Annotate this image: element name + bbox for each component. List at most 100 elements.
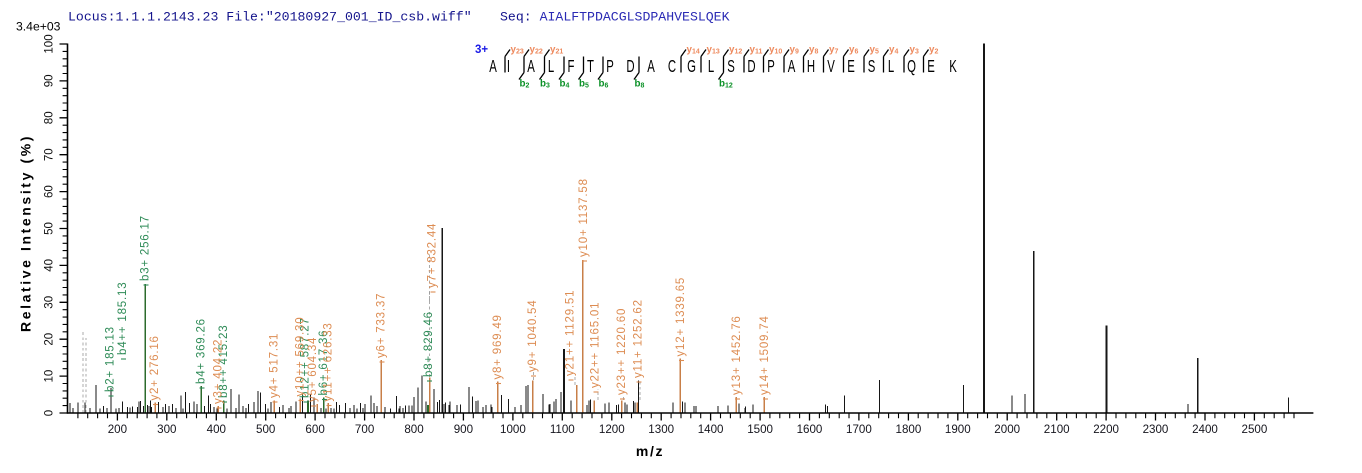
- svg-text:300: 300: [157, 423, 176, 436]
- svg-text:y8: y8: [809, 45, 818, 56]
- svg-text:D: D: [626, 58, 634, 77]
- svg-text:1600: 1600: [797, 423, 823, 436]
- svg-text:b2: b2: [520, 79, 530, 90]
- svg-text:200: 200: [108, 423, 127, 436]
- svg-text:40: 40: [44, 259, 56, 272]
- svg-text:2100: 2100: [1044, 423, 1070, 436]
- svg-text:2200: 2200: [1093, 423, 1119, 436]
- svg-text:y11+ 1252.62: y11+ 1252.62: [633, 299, 645, 378]
- svg-text:1300: 1300: [648, 423, 674, 436]
- svg-text:S: S: [727, 58, 735, 77]
- svg-text:Locus:1.1.1.2143.23 File:"2018: Locus:1.1.1.2143.23 File:"20180927_001_I…: [68, 10, 472, 25]
- svg-text:Relative Intensity (%): Relative Intensity (%): [18, 134, 34, 332]
- svg-text:b4: b4: [560, 79, 570, 90]
- svg-text:800: 800: [404, 423, 423, 436]
- svg-text:E: E: [927, 58, 935, 77]
- svg-text:70: 70: [44, 148, 56, 161]
- svg-text:b12++ 587.27: b12++ 587.27: [300, 317, 312, 398]
- svg-text:C: C: [668, 58, 676, 77]
- svg-text:3.4e+03: 3.4e+03: [16, 20, 61, 34]
- svg-text:y13+ 1452.76: y13+ 1452.76: [731, 315, 743, 395]
- svg-text:1100: 1100: [550, 423, 575, 436]
- svg-text:G: G: [687, 58, 696, 77]
- svg-text:b3+ 256.17: b3+ 256.17: [140, 215, 152, 281]
- svg-text:F: F: [568, 58, 575, 77]
- svg-text:y13: y13: [707, 45, 720, 56]
- svg-text:y5+ 604.34: y5+ 604.34: [307, 337, 319, 402]
- svg-text:- -: - -: [424, 291, 436, 302]
- svg-text:y21: y21: [550, 45, 563, 56]
- svg-text:P: P: [767, 58, 775, 77]
- svg-text:y3+ 404.22: y3+ 404.22: [213, 339, 225, 404]
- svg-text:y23: y23: [511, 45, 524, 56]
- svg-text:y4+ 517.31: y4+ 517.31: [269, 333, 281, 398]
- svg-text:y9: y9: [790, 45, 799, 56]
- svg-text:y23++ 1220.60: y23++ 1220.60: [616, 308, 628, 395]
- svg-text:y22: y22: [530, 45, 543, 56]
- svg-text:V: V: [827, 58, 835, 77]
- svg-text:A: A: [527, 58, 535, 77]
- svg-text:y14: y14: [687, 45, 700, 56]
- svg-text:1200: 1200: [599, 423, 625, 436]
- svg-text:L: L: [708, 58, 714, 77]
- svg-text:y11++ 626.33: y11++ 626.33: [323, 322, 335, 401]
- svg-text:1500: 1500: [747, 423, 773, 436]
- svg-text:y5: y5: [870, 45, 879, 56]
- svg-text:D: D: [747, 58, 755, 77]
- svg-text:2000: 2000: [994, 423, 1020, 436]
- svg-text:P: P: [606, 58, 614, 77]
- svg-text:10: 10: [44, 370, 56, 383]
- svg-text:b5: b5: [579, 79, 589, 90]
- svg-text:30: 30: [44, 296, 56, 309]
- svg-text:y22++ 1165.01: y22++ 1165.01: [590, 302, 602, 388]
- svg-text:y7: y7: [829, 45, 838, 56]
- svg-text:y4: y4: [889, 45, 898, 56]
- svg-text:700: 700: [355, 423, 374, 436]
- svg-text:b8: b8: [635, 79, 645, 90]
- svg-text:b2+ 185.13: b2+ 185.13: [105, 326, 117, 392]
- svg-text:A: A: [489, 58, 497, 77]
- svg-text:T: T: [587, 58, 594, 77]
- svg-text:2400: 2400: [1192, 423, 1218, 436]
- svg-text:A: A: [647, 58, 655, 77]
- svg-text:500: 500: [256, 423, 275, 436]
- svg-text:20: 20: [44, 333, 56, 346]
- svg-text:L: L: [888, 58, 894, 77]
- svg-text:y14+ 1509.74: y14+ 1509.74: [759, 315, 771, 395]
- svg-text:y8+ 969.49: y8+ 969.49: [492, 314, 504, 379]
- svg-text:S: S: [868, 58, 876, 77]
- svg-text:Q: Q: [907, 58, 916, 77]
- svg-text:I: I: [507, 58, 510, 77]
- svg-text:A: A: [788, 58, 796, 77]
- svg-text:900: 900: [454, 423, 473, 436]
- svg-text:K: K: [949, 58, 957, 77]
- svg-text:2300: 2300: [1143, 423, 1169, 436]
- svg-text:y11: y11: [750, 45, 763, 56]
- svg-text:y10+ 1137.58: y10+ 1137.58: [578, 178, 590, 257]
- svg-text:1000: 1000: [500, 423, 526, 436]
- svg-text:E: E: [847, 58, 855, 77]
- svg-text:400: 400: [207, 423, 226, 436]
- svg-text:80: 80: [44, 111, 56, 124]
- svg-text:b6: b6: [599, 79, 609, 90]
- svg-text:b3: b3: [540, 79, 550, 90]
- svg-text:b6+ 617.36: b6+ 617.36: [318, 330, 330, 396]
- svg-text:y7+ 832.44: y7+ 832.44: [427, 223, 439, 288]
- svg-text:y9+ 1040.54: y9+ 1040.54: [527, 300, 539, 372]
- svg-text:H: H: [807, 58, 815, 77]
- svg-text:y10++ 569.30: y10++ 569.30: [295, 317, 307, 397]
- svg-text:600: 600: [305, 423, 324, 436]
- svg-text:1700: 1700: [846, 423, 872, 436]
- svg-text:m/z: m/z: [636, 443, 664, 459]
- svg-text:y21++ 1129.51: y21++ 1129.51: [565, 290, 577, 376]
- svg-text:1900: 1900: [945, 423, 971, 436]
- svg-text:0: 0: [44, 410, 56, 416]
- svg-text:y3: y3: [910, 45, 919, 56]
- svg-text:Seq: AIALFTPDACGLSDPAHVESLQEK: Seq: AIALFTPDACGLSDPAHVESLQEK: [500, 10, 730, 25]
- svg-text:b8++ 415.23: b8++ 415.23: [218, 325, 230, 398]
- svg-text:100: 100: [44, 34, 56, 53]
- svg-text:2500: 2500: [1242, 423, 1268, 436]
- svg-text:50: 50: [44, 222, 56, 235]
- svg-text:y6+ 733.37: y6+ 733.37: [376, 293, 388, 358]
- svg-text:y2: y2: [929, 45, 938, 56]
